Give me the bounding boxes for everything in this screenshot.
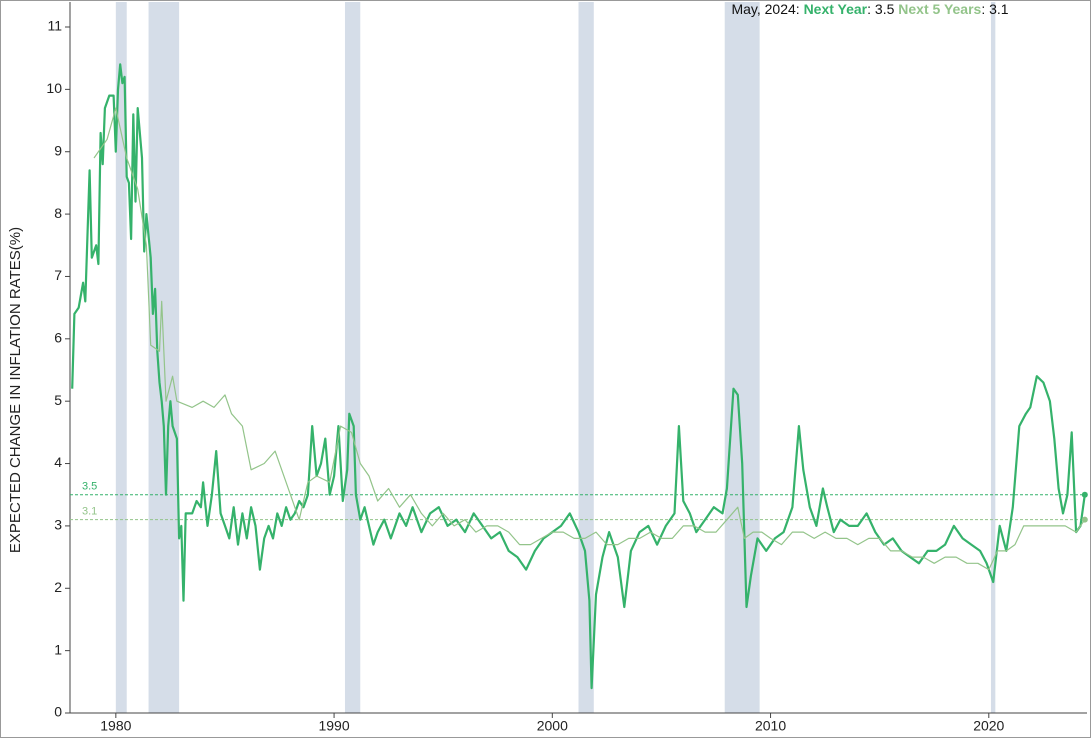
- y-tick-label: 2: [54, 579, 62, 595]
- recession-band: [990, 2, 996, 713]
- x-tick-label: 2020: [973, 718, 1004, 734]
- recession-band: [115, 2, 127, 713]
- recession-band: [344, 2, 361, 713]
- end-point: [1081, 491, 1088, 498]
- annotation-part: May, 2024:: [731, 1, 803, 17]
- series-line: [71, 63, 1086, 690]
- annotation-part: : 3.1: [981, 1, 1008, 17]
- reference-label: 3.1: [82, 506, 97, 518]
- y-tick-label: 6: [54, 330, 62, 346]
- x-tick-label: 1990: [318, 718, 349, 734]
- y-tick-label: 0: [54, 704, 62, 720]
- annotation-part: Next 5 Years: [898, 1, 981, 17]
- x-tick-label: 2010: [755, 718, 786, 734]
- y-axis-label: EXPECTED CHANGE IN INFLATION RATES(%): [7, 227, 24, 553]
- annotation: May, 2024: Next Year: 3.5 Next 5 Years: …: [731, 1, 1008, 17]
- axis-layer: 0 1 2 3 4 5 6 7 8 9 10 11 1980 1990 2000 2010 2020 3.5 3.1: [46, 2, 1087, 734]
- y-tick-label: 9: [54, 142, 62, 158]
- x-tick-label: 1980: [100, 718, 131, 734]
- y-tick-label: 4: [54, 454, 62, 470]
- recession-band: [578, 2, 594, 713]
- y-tick-label: 5: [54, 392, 62, 408]
- y-tick-label: 1: [54, 641, 62, 657]
- reference-label: 3.5: [82, 481, 97, 493]
- x-tick-label: 2000: [537, 718, 568, 734]
- y-tick-label: 3: [54, 517, 62, 533]
- series-line: [93, 107, 1086, 571]
- end-point: [1081, 516, 1088, 523]
- annotation-part: Next Year: [804, 1, 868, 17]
- y-tick-label: 11: [47, 18, 62, 34]
- y-tick-label: 7: [54, 267, 62, 283]
- recession-band: [724, 2, 760, 713]
- y-tick-label: 8: [54, 205, 62, 221]
- y-tick-label: 10: [46, 80, 62, 96]
- annotation-part: : 3.5: [867, 1, 898, 17]
- series-layer: [71, 63, 1088, 690]
- recession-layer: [115, 2, 996, 713]
